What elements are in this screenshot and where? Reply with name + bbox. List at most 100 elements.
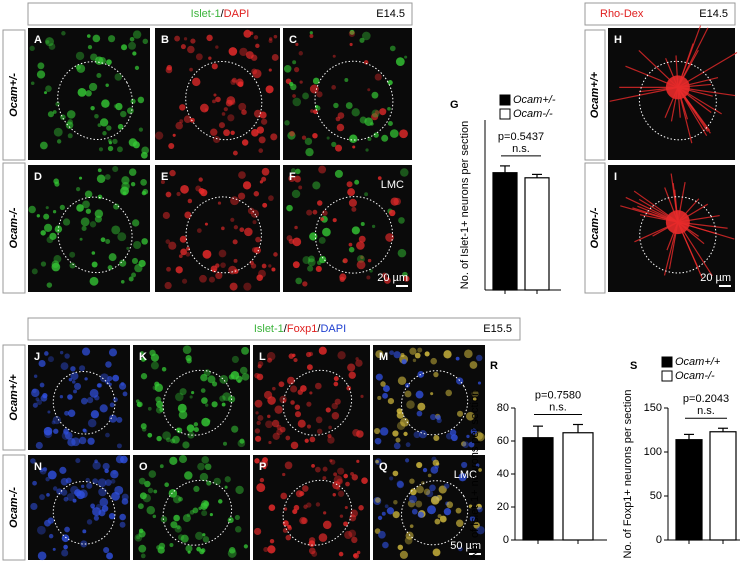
cell bbox=[263, 546, 269, 553]
cell bbox=[200, 373, 208, 382]
cell bbox=[70, 372, 79, 381]
cell bbox=[435, 414, 442, 421]
bar bbox=[562, 432, 594, 541]
outline bbox=[52, 370, 116, 435]
cell bbox=[138, 544, 147, 553]
cell bbox=[121, 176, 130, 185]
bar bbox=[524, 177, 550, 291]
cell bbox=[53, 428, 59, 434]
cell bbox=[227, 548, 237, 558]
marker: Foxp1 bbox=[287, 323, 318, 335]
cell bbox=[217, 201, 222, 205]
cell bbox=[381, 134, 389, 142]
cell bbox=[178, 455, 188, 464]
cell bbox=[392, 430, 399, 437]
cell bbox=[425, 489, 434, 498]
cell bbox=[290, 385, 298, 393]
cell bbox=[56, 488, 63, 495]
cell bbox=[371, 91, 379, 99]
cell bbox=[432, 548, 441, 557]
cell bbox=[252, 69, 262, 79]
cell bbox=[168, 143, 175, 150]
cell bbox=[128, 168, 137, 176]
cell bbox=[292, 94, 296, 98]
cell bbox=[193, 422, 199, 427]
cell bbox=[228, 547, 236, 554]
cell bbox=[48, 43, 56, 50]
cell bbox=[288, 174, 296, 182]
cell bbox=[133, 240, 142, 250]
cell bbox=[306, 401, 312, 407]
cell bbox=[360, 394, 364, 398]
cell bbox=[105, 479, 112, 486]
panel-letter: J bbox=[34, 351, 40, 363]
cell bbox=[476, 526, 485, 535]
cell bbox=[260, 118, 268, 125]
cell bbox=[348, 371, 356, 379]
cell bbox=[305, 147, 314, 157]
cell bbox=[46, 492, 50, 497]
cell bbox=[82, 200, 90, 209]
cell bbox=[121, 44, 128, 51]
cell bbox=[374, 73, 382, 81]
cell bbox=[298, 51, 304, 56]
panel-letter: E bbox=[161, 171, 168, 183]
cell bbox=[82, 428, 87, 433]
y-tick-label: 80 bbox=[497, 402, 509, 414]
cell bbox=[218, 122, 226, 129]
cell bbox=[348, 242, 353, 247]
cell bbox=[104, 468, 109, 474]
cell bbox=[344, 78, 349, 82]
header-box bbox=[27, 2, 413, 26]
cell bbox=[206, 34, 213, 42]
cell bbox=[119, 513, 126, 521]
cell bbox=[67, 409, 76, 417]
cell bbox=[132, 141, 140, 149]
cell bbox=[239, 47, 248, 57]
cell bbox=[86, 396, 94, 404]
cell bbox=[68, 377, 73, 382]
cell bbox=[381, 511, 386, 516]
cell bbox=[45, 477, 50, 482]
cell bbox=[280, 492, 288, 500]
cell bbox=[310, 109, 314, 113]
cell bbox=[81, 225, 87, 232]
cell bbox=[365, 148, 369, 152]
cell bbox=[59, 204, 65, 210]
cell bbox=[268, 195, 274, 202]
cell bbox=[299, 491, 305, 497]
cell bbox=[42, 467, 48, 472]
cell bbox=[99, 404, 108, 413]
cell bbox=[108, 414, 118, 423]
cell bbox=[377, 515, 383, 521]
cell bbox=[32, 402, 38, 408]
cell bbox=[201, 397, 208, 404]
cell bbox=[438, 485, 447, 494]
cell bbox=[366, 275, 371, 280]
cell bbox=[287, 376, 295, 385]
cell bbox=[244, 227, 253, 237]
cell bbox=[141, 427, 147, 432]
cell bbox=[409, 478, 415, 484]
cell bbox=[141, 238, 148, 245]
cell bbox=[35, 441, 43, 450]
cell bbox=[44, 351, 49, 356]
legend-swatch bbox=[499, 108, 511, 120]
cell bbox=[430, 392, 434, 396]
bar bbox=[492, 172, 518, 291]
cell bbox=[311, 550, 318, 557]
cell bbox=[303, 504, 308, 509]
cell bbox=[80, 217, 90, 227]
cell bbox=[187, 431, 195, 439]
cell bbox=[91, 261, 98, 268]
cell bbox=[150, 361, 159, 370]
cell bbox=[225, 99, 233, 107]
cell bbox=[198, 177, 203, 182]
cell bbox=[382, 385, 390, 393]
cell bbox=[315, 466, 321, 473]
cell bbox=[67, 394, 73, 400]
cell bbox=[112, 138, 118, 145]
cell bbox=[349, 42, 353, 47]
cell bbox=[302, 485, 309, 492]
cell bbox=[323, 511, 327, 515]
